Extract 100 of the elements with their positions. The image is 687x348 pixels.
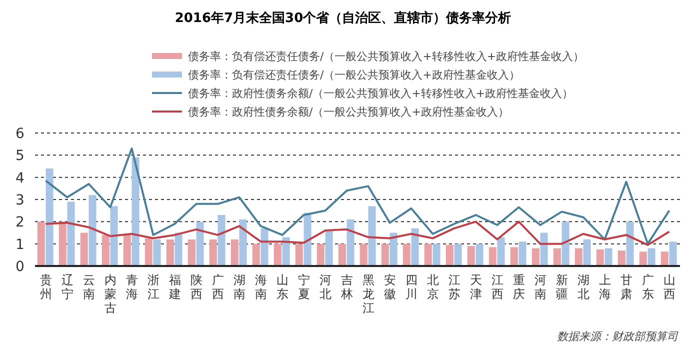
legend-label: 债务率：政府性债务余额/（一般公共预算收入+政府性基金收入）: [188, 106, 509, 118]
x-tick-label: 甘肃: [620, 273, 632, 301]
bar: [239, 219, 247, 266]
legend-label: 债务率：负有偿还责任债务/（一般公共预算收入+政府性基金收入）: [188, 68, 520, 82]
bar: [411, 228, 419, 266]
x-tick-label: 新疆: [556, 273, 568, 301]
chart-title: 2016年7月末全国30个省（自治区、直辖市）债务率分析: [174, 10, 512, 26]
bar: [316, 244, 324, 266]
bar: [230, 239, 238, 266]
bar: [488, 247, 496, 266]
x-tick-label: 江西: [491, 273, 504, 301]
x-tick-label: 山西: [663, 273, 676, 301]
bar: [476, 244, 484, 266]
bar: [432, 244, 440, 266]
bar: [402, 244, 410, 266]
x-tick-label: 辽宁: [61, 273, 74, 301]
bar: [540, 232, 548, 266]
bar: [144, 238, 152, 266]
bar: [660, 252, 668, 266]
bar: [80, 232, 88, 266]
bar: [381, 244, 389, 266]
bar: [252, 244, 260, 266]
x-tick-label: 吉林: [340, 273, 353, 301]
bar: [562, 222, 570, 266]
x-tick-label: 宁夏: [298, 273, 310, 301]
bar: [346, 219, 354, 266]
bar: [618, 250, 626, 266]
bar: [132, 157, 140, 266]
x-tick-label: 云南: [82, 273, 95, 301]
x-tick-label: 河南: [534, 273, 546, 301]
source-note: 数据来源：财政部预算司: [557, 330, 679, 343]
bar: [604, 248, 612, 266]
bar: [626, 222, 634, 266]
x-tick-label: 北京: [426, 273, 439, 301]
bar: [424, 244, 432, 266]
x-tick-label: 广西: [212, 273, 224, 301]
y-tick-label: 3: [16, 192, 24, 208]
bar: [454, 244, 462, 266]
x-tick-label: 内蒙古: [104, 273, 116, 315]
legend-label: 债务率：负有偿还责任债务/（一般公共预算收入+转移性收入+政府性基金收入）: [188, 50, 584, 63]
bar: [497, 237, 505, 266]
bar: [88, 195, 96, 266]
x-tick-label: 天津: [470, 273, 482, 301]
x-tick-label: 重庆: [512, 273, 525, 301]
bar: [102, 234, 110, 266]
y-tick-label: 1: [16, 236, 24, 253]
x-tick-label: 贵州: [40, 273, 52, 301]
bar: [648, 248, 656, 266]
x-tick-label: 山东: [276, 273, 288, 301]
x-tick-label: 湖北: [577, 273, 590, 301]
bar: [166, 239, 174, 266]
bar: [58, 222, 66, 266]
bar: [510, 247, 518, 266]
bar: [282, 237, 290, 266]
x-tick-label: 河北: [319, 273, 332, 301]
bar: [467, 246, 475, 266]
bar: [518, 242, 526, 266]
x-tick-label: 福建: [168, 273, 181, 301]
bar: [295, 244, 303, 266]
y-tick-label: 2: [16, 214, 24, 231]
bar: [188, 239, 196, 266]
bar: [174, 232, 182, 266]
bar: [274, 244, 282, 266]
bar: [446, 244, 454, 266]
bar: [596, 249, 604, 266]
x-tick-label: 陕西: [190, 273, 202, 301]
bar: [583, 239, 591, 266]
bar: [532, 248, 540, 266]
bar: [209, 239, 217, 266]
y-tick-label: 4: [16, 170, 25, 186]
bar: [669, 242, 677, 266]
bar: [639, 252, 647, 266]
x-tick-label: 青海: [126, 273, 138, 301]
x-tick-label: 浙江: [147, 273, 160, 301]
y-tick-label: 6: [16, 126, 25, 142]
bar: [218, 215, 226, 266]
bar: [338, 244, 346, 266]
y-tick-label: 5: [16, 148, 24, 164]
x-tick-label: 海南: [254, 273, 267, 301]
bar: [368, 206, 376, 266]
bar: [196, 222, 204, 266]
bar: [153, 239, 161, 266]
y-tick-label: 0: [16, 259, 24, 275]
bar: [360, 244, 368, 266]
bar: [123, 234, 131, 266]
x-tick-label: 湖南: [233, 273, 246, 301]
bar: [67, 202, 75, 266]
x-tick-label: 江苏: [448, 273, 460, 301]
bar: [46, 168, 54, 266]
x-tick-label: 四川: [405, 273, 418, 301]
x-tick-label: 黑龙江: [362, 273, 374, 315]
bar: [553, 248, 561, 266]
bar: [37, 222, 45, 266]
x-tick-label: 安徽: [384, 273, 396, 301]
bar: [110, 206, 118, 266]
x-tick-label: 广东: [642, 273, 654, 301]
bar: [574, 248, 582, 266]
legend-label: 债务率：政府性债务余额/（一般公共预算收入+转移性收入+政府性基金收入）: [188, 87, 574, 100]
x-tick-label: 上海: [598, 273, 611, 301]
bar: [325, 230, 333, 266]
